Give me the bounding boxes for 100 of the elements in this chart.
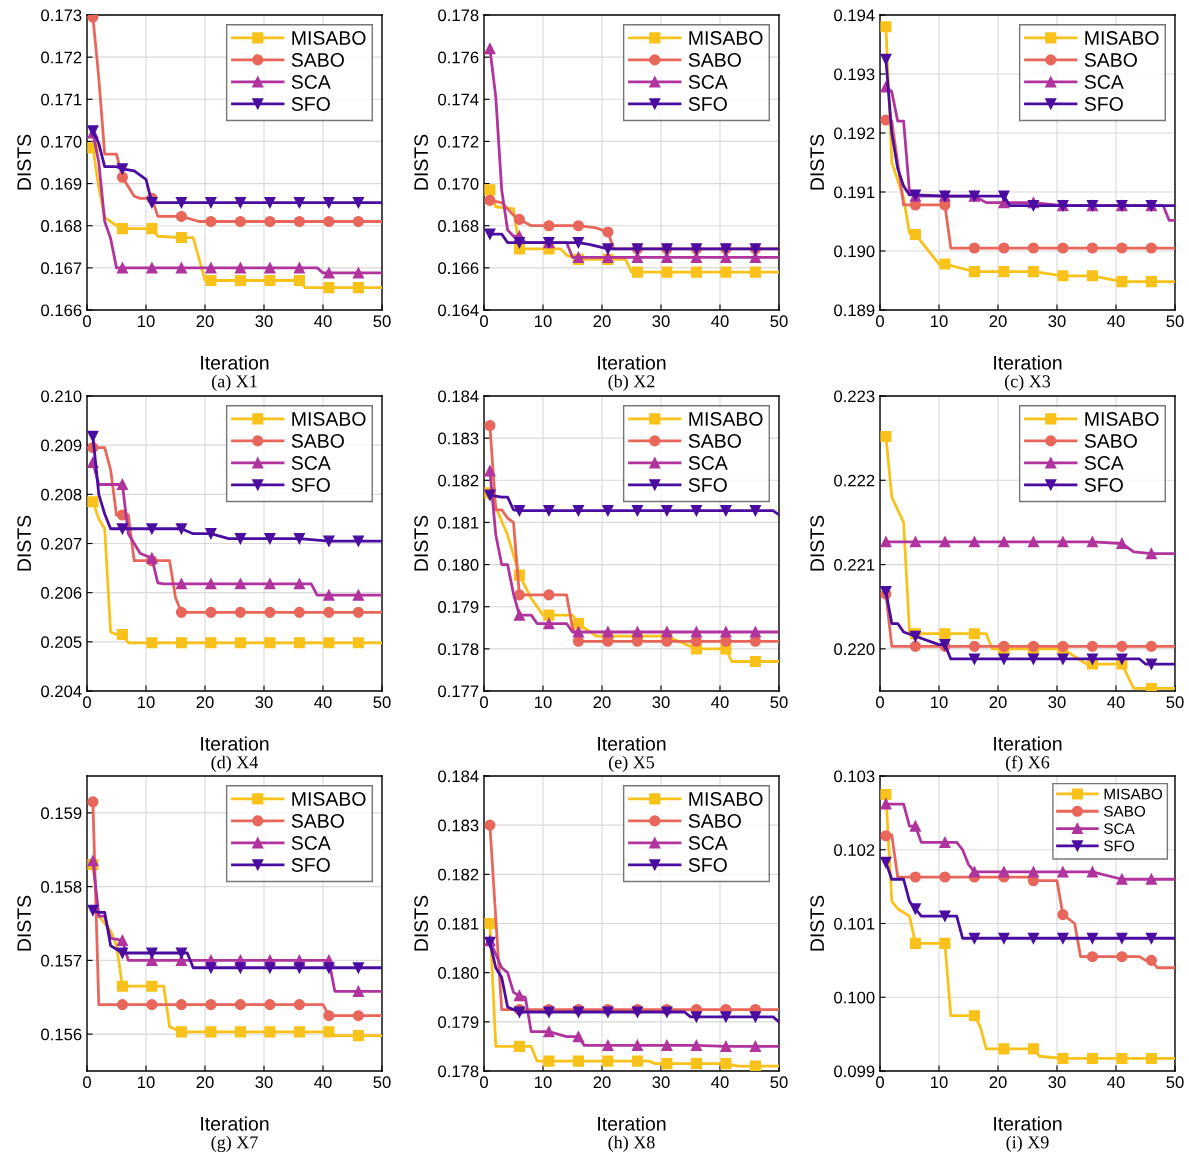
text: (e) X5	[608, 755, 655, 773]
x-tick-label: 10	[931, 315, 948, 328]
legend-label: SABO	[1084, 53, 1137, 67]
x-tick-label: 30	[255, 1076, 273, 1089]
legend-label: SABO	[291, 434, 344, 448]
x-tick-label: 0	[480, 315, 488, 328]
y-tick-label: 0.184	[438, 770, 479, 783]
x-tick-label: 10	[931, 696, 948, 709]
legend-label: SFO	[688, 858, 727, 872]
y-tick-label: 0.176	[438, 51, 479, 64]
x-tick-label: 40	[711, 315, 729, 328]
y-tick-label: 0.223	[834, 390, 875, 403]
y-tick-label: 0.207	[41, 537, 82, 550]
text: (g) X7	[211, 1135, 258, 1153]
y-tick-label: 0.168	[438, 220, 479, 232]
x-tick-label: 20	[196, 696, 214, 709]
y-tick-label: 0.156	[41, 1028, 82, 1041]
y-tick-label: 0.204	[41, 685, 82, 698]
y-tick-label: 0.169	[41, 177, 82, 190]
legend-label: SCA	[1084, 75, 1124, 89]
x-tick-label: 10	[535, 1076, 552, 1089]
y-tick-label: 0.166	[438, 262, 479, 275]
legend-label: MISABO	[292, 31, 366, 45]
legend-label: SABO	[688, 434, 741, 448]
x-tick-label: 50	[1166, 315, 1184, 328]
legend-label: MISABO	[1085, 31, 1159, 45]
x-tick-label: 0	[83, 1076, 91, 1089]
x-tick-label: 10	[931, 1076, 948, 1089]
legend-label: SFO	[291, 858, 330, 872]
y-tick-label: 0.208	[41, 488, 82, 501]
y-axis-title: DISTS	[810, 515, 825, 571]
x-tick-label: 40	[314, 1076, 332, 1089]
y-tick-label: 0.178	[438, 1065, 479, 1078]
legend-label: MISABO	[292, 792, 366, 806]
legend-label: SFO	[688, 97, 727, 111]
legend-label: SCA	[291, 75, 331, 89]
y-tick-label: 0.190	[834, 245, 875, 258]
x-axis-title: Iteration	[994, 1116, 1062, 1131]
y-axis-title: DISTS	[414, 515, 429, 571]
y-tick-label: 0.181	[438, 917, 479, 930]
y-tick-label: 0.099	[834, 1065, 875, 1078]
x-axis-title: Iteration	[598, 736, 666, 751]
y-tick-label: 0.171	[41, 93, 82, 106]
x-axis-title: Iteration	[201, 355, 269, 370]
x-tick-label: 20	[593, 696, 611, 709]
text: (i) X9	[1006, 1135, 1049, 1153]
y-tick-label: 0.172	[41, 51, 82, 64]
legend-label: SCA	[291, 456, 331, 470]
x-tick-label: 20	[989, 1076, 1007, 1089]
legend-label: SABO	[688, 814, 741, 828]
x-tick-label: 10	[138, 696, 155, 709]
x-tick-label: 0	[876, 1076, 884, 1089]
y-tick-label: 0.166	[41, 304, 82, 317]
x-axis-title: Iteration	[201, 1116, 269, 1131]
text: (c) X3	[1004, 374, 1051, 392]
legend-label: SABO	[1084, 434, 1137, 448]
y-axis-title: DISTS	[414, 134, 429, 190]
x-tick-label: 30	[1048, 315, 1066, 328]
y-tick-label: 0.182	[438, 868, 479, 881]
x-axis-title: Iteration	[201, 736, 269, 751]
legend-label: SABO	[291, 53, 344, 67]
x-tick-label: 40	[1107, 1076, 1125, 1089]
y-tick-label: 0.100	[834, 991, 875, 1004]
y-tick-label: 0.179	[438, 601, 479, 613]
y-tick-label: 0.170	[41, 135, 82, 148]
y-tick-label: 0.158	[41, 881, 82, 893]
legend-label: SABO	[688, 53, 741, 67]
x-tick-label: 50	[770, 315, 788, 328]
y-tick-label: 0.101	[834, 917, 875, 930]
y-tick-label: 0.209	[41, 439, 82, 452]
y-tick-label: 0.183	[438, 432, 479, 445]
legend-label: SABO	[1104, 805, 1146, 817]
y-tick-label: 0.102	[834, 844, 875, 856]
y-tick-label: 0.159	[41, 807, 82, 820]
x-tick-label: 50	[373, 315, 391, 328]
x-tick-label: 0	[480, 696, 488, 709]
legend-label: MISABO	[1085, 412, 1159, 426]
x-tick-label: 50	[770, 1076, 788, 1089]
y-axis-title: DISTS	[17, 895, 32, 951]
y-tick-label: 0.157	[41, 954, 82, 967]
x-tick-label: 20	[196, 315, 214, 328]
x-tick-label: 40	[1107, 696, 1125, 709]
x-tick-label: 30	[1048, 1076, 1066, 1089]
x-axis-title: Iteration	[994, 736, 1062, 751]
legend-label: SABO	[291, 814, 344, 828]
y-axis-title: DISTS	[17, 134, 32, 190]
x-tick-label: 0	[876, 696, 884, 709]
x-axis-title: Iteration	[598, 1116, 666, 1131]
legend-label: SFO	[1084, 478, 1123, 492]
y-tick-label: 0.206	[41, 587, 82, 599]
y-tick-label: 0.220	[834, 643, 875, 656]
y-axis-title: DISTS	[414, 895, 429, 951]
x-tick-label: 20	[593, 315, 611, 328]
x-tick-label: 20	[196, 1076, 214, 1089]
y-tick-label: 0.189	[834, 304, 875, 317]
y-tick-label: 0.173	[41, 9, 82, 22]
x-tick-label: 30	[652, 696, 670, 709]
legend-label: SFO	[1104, 840, 1135, 852]
y-tick-label: 0.193	[834, 68, 875, 81]
y-tick-label: 0.172	[438, 135, 479, 148]
